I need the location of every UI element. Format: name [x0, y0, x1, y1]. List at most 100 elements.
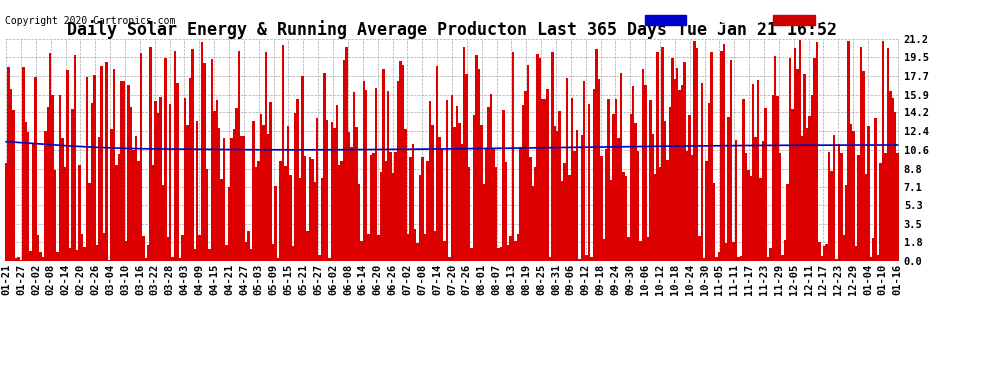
Bar — [159, 97, 161, 261]
Bar — [713, 183, 715, 261]
Bar — [852, 130, 854, 261]
Bar — [537, 54, 539, 261]
Bar — [887, 48, 889, 261]
Bar — [334, 128, 336, 261]
Bar — [458, 123, 460, 261]
Bar — [30, 251, 32, 261]
Bar — [123, 81, 125, 261]
Bar — [510, 236, 512, 261]
Bar — [10, 89, 12, 261]
Bar — [570, 98, 573, 261]
Bar — [118, 154, 120, 261]
Bar — [402, 64, 404, 261]
Bar — [561, 181, 563, 261]
Bar — [68, 248, 71, 261]
Bar — [534, 167, 537, 261]
Bar — [752, 84, 754, 261]
Title: Daily Solar Energy & Running Average Producton Last 365 Days Tue Jan 21 16:52: Daily Solar Energy & Running Average Pro… — [67, 20, 837, 39]
Bar — [329, 258, 331, 261]
Bar — [407, 234, 409, 261]
Bar — [640, 241, 642, 261]
Bar — [850, 124, 852, 261]
Bar — [590, 257, 593, 261]
Bar — [88, 183, 91, 261]
Bar — [83, 247, 86, 261]
Bar — [17, 258, 20, 261]
Bar — [5, 163, 7, 261]
Bar — [301, 76, 304, 261]
Bar — [105, 62, 108, 261]
Bar — [786, 184, 789, 261]
Bar — [529, 157, 532, 261]
Bar — [91, 103, 93, 261]
Bar — [600, 156, 603, 261]
Bar — [608, 99, 610, 261]
Bar — [706, 161, 708, 261]
Bar — [279, 161, 282, 261]
Bar — [296, 99, 299, 261]
Bar — [387, 91, 389, 261]
Bar — [610, 180, 613, 261]
Bar — [759, 178, 761, 261]
Bar — [730, 60, 733, 261]
Bar — [169, 104, 171, 261]
Bar — [231, 138, 233, 261]
Bar — [78, 165, 81, 261]
Bar — [654, 174, 656, 261]
Bar — [352, 92, 355, 261]
Bar — [622, 172, 625, 261]
Bar — [370, 154, 372, 261]
Bar — [179, 258, 181, 261]
Bar — [507, 244, 510, 261]
Bar — [804, 74, 806, 261]
Bar — [289, 175, 291, 261]
Bar — [646, 237, 649, 261]
Bar — [51, 95, 53, 261]
Bar — [434, 231, 436, 261]
Bar — [156, 112, 159, 261]
Bar — [15, 258, 17, 261]
Bar — [362, 81, 365, 261]
Bar — [25, 123, 27, 261]
Bar — [558, 111, 561, 261]
Bar — [161, 185, 164, 261]
Bar — [267, 134, 269, 261]
Bar — [32, 143, 35, 261]
Bar — [857, 155, 859, 261]
Bar — [617, 138, 620, 261]
Bar — [397, 81, 399, 261]
Bar — [781, 255, 784, 261]
Bar — [259, 114, 262, 261]
Bar — [294, 113, 296, 261]
Bar — [742, 99, 744, 261]
Bar — [553, 126, 556, 261]
Bar — [336, 105, 338, 261]
Bar — [417, 243, 419, 261]
Bar — [100, 66, 103, 261]
Bar — [598, 79, 600, 261]
Bar — [73, 55, 76, 261]
Bar — [532, 186, 534, 261]
Bar — [487, 107, 490, 261]
Bar — [110, 129, 113, 261]
Bar — [738, 258, 740, 261]
Bar — [27, 132, 30, 261]
Bar — [808, 117, 811, 261]
Bar — [143, 236, 145, 261]
Bar — [419, 175, 422, 261]
Bar — [176, 83, 179, 261]
Bar — [341, 160, 343, 261]
Bar — [683, 62, 686, 261]
Bar — [867, 126, 869, 261]
Bar — [429, 101, 431, 261]
Bar — [527, 64, 529, 261]
Bar — [316, 118, 319, 261]
Bar — [774, 56, 776, 261]
Bar — [676, 68, 678, 261]
Bar — [133, 150, 135, 261]
Bar — [463, 47, 465, 261]
Bar — [357, 184, 360, 261]
Bar — [272, 244, 274, 261]
Bar — [720, 51, 723, 261]
Bar — [424, 234, 427, 261]
